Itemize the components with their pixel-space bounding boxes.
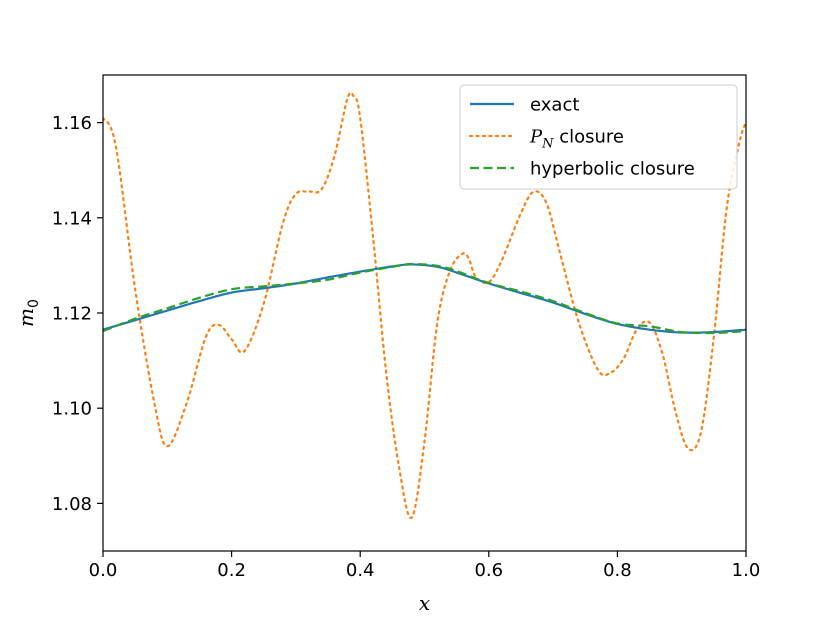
legend-label: hyperbolic closure bbox=[530, 159, 695, 180]
series-line-1 bbox=[103, 91, 746, 519]
y-tick-label: 1.08 bbox=[52, 494, 92, 515]
y-tick-label: 1.16 bbox=[52, 113, 92, 134]
y-axis-label-subscript: 0 bbox=[26, 299, 42, 308]
x-axis-label: x bbox=[419, 591, 430, 615]
legend-box bbox=[459, 84, 738, 190]
legend-label: exact bbox=[530, 95, 579, 116]
x-tick-label: 0.4 bbox=[346, 560, 375, 581]
y-axis-label-base: m bbox=[14, 308, 38, 327]
x-tick-label: 0.2 bbox=[217, 560, 246, 581]
y-tick-label: 1.10 bbox=[52, 399, 92, 420]
y-tick-label: 1.12 bbox=[52, 304, 92, 325]
legend: exact PN closure hyperbolic closure bbox=[459, 84, 738, 190]
series-layer bbox=[103, 91, 746, 519]
x-tick-label: 1.0 bbox=[732, 560, 761, 581]
series-line-2 bbox=[103, 262, 746, 335]
legend-label: PN closure bbox=[529, 127, 624, 152]
x-tick-label: 0.0 bbox=[89, 560, 118, 581]
x-tick-label: 0.6 bbox=[474, 560, 503, 581]
y-axis-label: m0 bbox=[14, 299, 42, 327]
y-tick-label: 1.14 bbox=[52, 208, 92, 229]
x-axis-ticks: 0.0 0.2 0.4 0.6 0.8 1.0 bbox=[89, 551, 761, 581]
y-axis-ticks: 1.08 1.10 1.12 1.14 1.16 bbox=[52, 113, 103, 515]
x-tick-label: 0.8 bbox=[603, 560, 632, 581]
